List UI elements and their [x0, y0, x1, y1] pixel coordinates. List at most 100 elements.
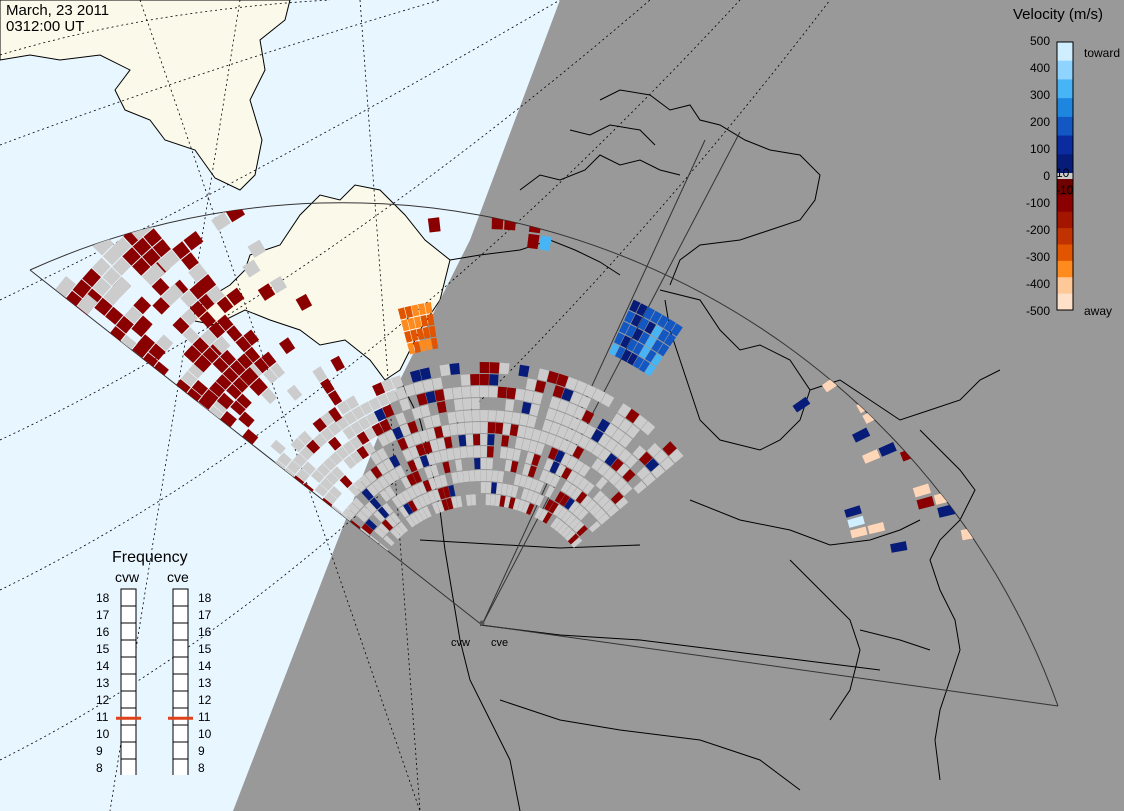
velocity-cell	[792, 396, 811, 413]
velocity-cell	[427, 217, 441, 233]
velocity-cell	[192, 337, 210, 354]
velocity-cell	[314, 483, 328, 497]
velocity-cell	[485, 494, 491, 506]
velocity-cell	[529, 403, 540, 417]
velocity-cell	[468, 470, 475, 482]
velocity-cell	[418, 429, 430, 443]
velocity-cell	[425, 338, 433, 351]
velocity-cell	[327, 421, 342, 436]
velocity-cell	[443, 387, 454, 400]
velocity-cell	[570, 487, 582, 501]
velocity-cell	[422, 493, 432, 506]
velocity-cell	[102, 267, 121, 286]
velocity-cell	[503, 411, 513, 424]
velocity-cell	[473, 446, 481, 458]
velocity-cell	[279, 337, 296, 355]
velocity-cell	[521, 438, 531, 451]
velocity-cell	[389, 512, 401, 524]
velocity-cell	[359, 474, 372, 488]
velocity-cell	[568, 501, 580, 514]
velocity-cell	[629, 299, 641, 313]
velocity-cell	[152, 361, 169, 378]
velocity-cell	[534, 507, 544, 519]
velocity-cell	[170, 279, 189, 298]
frequency-scale-label-right: 13	[198, 676, 212, 690]
colorbar-toward-segment	[1057, 60, 1073, 80]
velocity-cell	[412, 497, 423, 510]
velocity-cell	[568, 417, 581, 431]
frequency-scale-label-right: 16	[198, 625, 212, 639]
velocity-cell	[499, 495, 506, 507]
velocity-cell	[600, 393, 615, 408]
velocity-cell	[463, 410, 472, 422]
velocity-cell	[381, 378, 395, 393]
velocity-cell	[430, 464, 439, 477]
velocity-cell	[412, 470, 422, 484]
velocity-cell	[443, 436, 453, 449]
velocity-cell	[605, 438, 618, 452]
velocity-cell	[226, 325, 243, 342]
colorbar-border	[1056, 41, 1074, 311]
radar-site-marker	[479, 620, 485, 626]
velocity-cell	[383, 535, 395, 547]
velocity-cell	[215, 374, 232, 390]
velocity-cell	[144, 263, 165, 283]
velocity-cell	[621, 349, 632, 363]
velocity-cell	[512, 498, 521, 511]
velocity-cell	[441, 424, 451, 437]
velocity-cell	[229, 360, 246, 376]
velocity-cell	[657, 343, 670, 357]
velocity-cell	[461, 386, 471, 398]
velocity-cell	[372, 382, 386, 397]
velocity-cell	[198, 292, 216, 310]
velocity-cell	[487, 434, 495, 446]
velocity-cell	[472, 422, 480, 434]
velocity-cell	[514, 437, 524, 450]
velocity-cell	[432, 377, 443, 390]
velocity-cell	[542, 511, 553, 524]
velocity-cell	[384, 429, 397, 444]
velocity-cell	[391, 495, 403, 509]
velocity-cell	[566, 470, 578, 484]
frequency-scale-label-left: 15	[96, 642, 110, 656]
velocity-cell	[312, 366, 328, 383]
velocity-cell	[172, 241, 191, 260]
velocity-cell	[422, 479, 432, 492]
velocity-cell	[325, 471, 339, 486]
velocity-cell	[521, 501, 530, 514]
velocity-cell	[385, 515, 397, 528]
velocity-cell	[189, 282, 207, 300]
velocity-cell	[503, 496, 511, 508]
velocity-cell	[393, 524, 405, 537]
velocity-cell	[487, 446, 494, 458]
velocity-cell	[447, 411, 457, 424]
velocity-cell	[614, 346, 626, 359]
velocity-cell	[571, 431, 583, 445]
velocity-cell	[592, 388, 606, 403]
velocity-cell	[471, 398, 480, 410]
velocity-cell	[506, 447, 515, 460]
velocity-cell	[663, 318, 676, 333]
velocity-cell	[511, 412, 521, 425]
velocity-cell	[379, 489, 391, 502]
velocity-cell	[608, 472, 622, 486]
velocity-cell	[660, 456, 675, 471]
velocity-cell	[320, 427, 335, 442]
velocity-cell	[442, 461, 451, 474]
velocity-cell	[637, 317, 650, 331]
velocity-cell	[408, 446, 420, 459]
night-region	[233, 0, 1124, 811]
velocity-cell	[373, 408, 387, 422]
velocity-cell	[246, 363, 262, 380]
velocity-cell	[567, 533, 579, 545]
velocity-cell	[312, 417, 327, 433]
velocity-cell	[112, 257, 131, 276]
velocity-cell	[361, 523, 374, 535]
velocity-cell	[544, 472, 555, 485]
velocity-cell	[399, 423, 411, 437]
velocity-cell	[322, 457, 337, 471]
velocity-cell	[310, 469, 325, 483]
colorbar-away-segment	[1057, 277, 1073, 295]
velocity-cell	[118, 334, 137, 353]
velocity-cell	[241, 367, 259, 384]
